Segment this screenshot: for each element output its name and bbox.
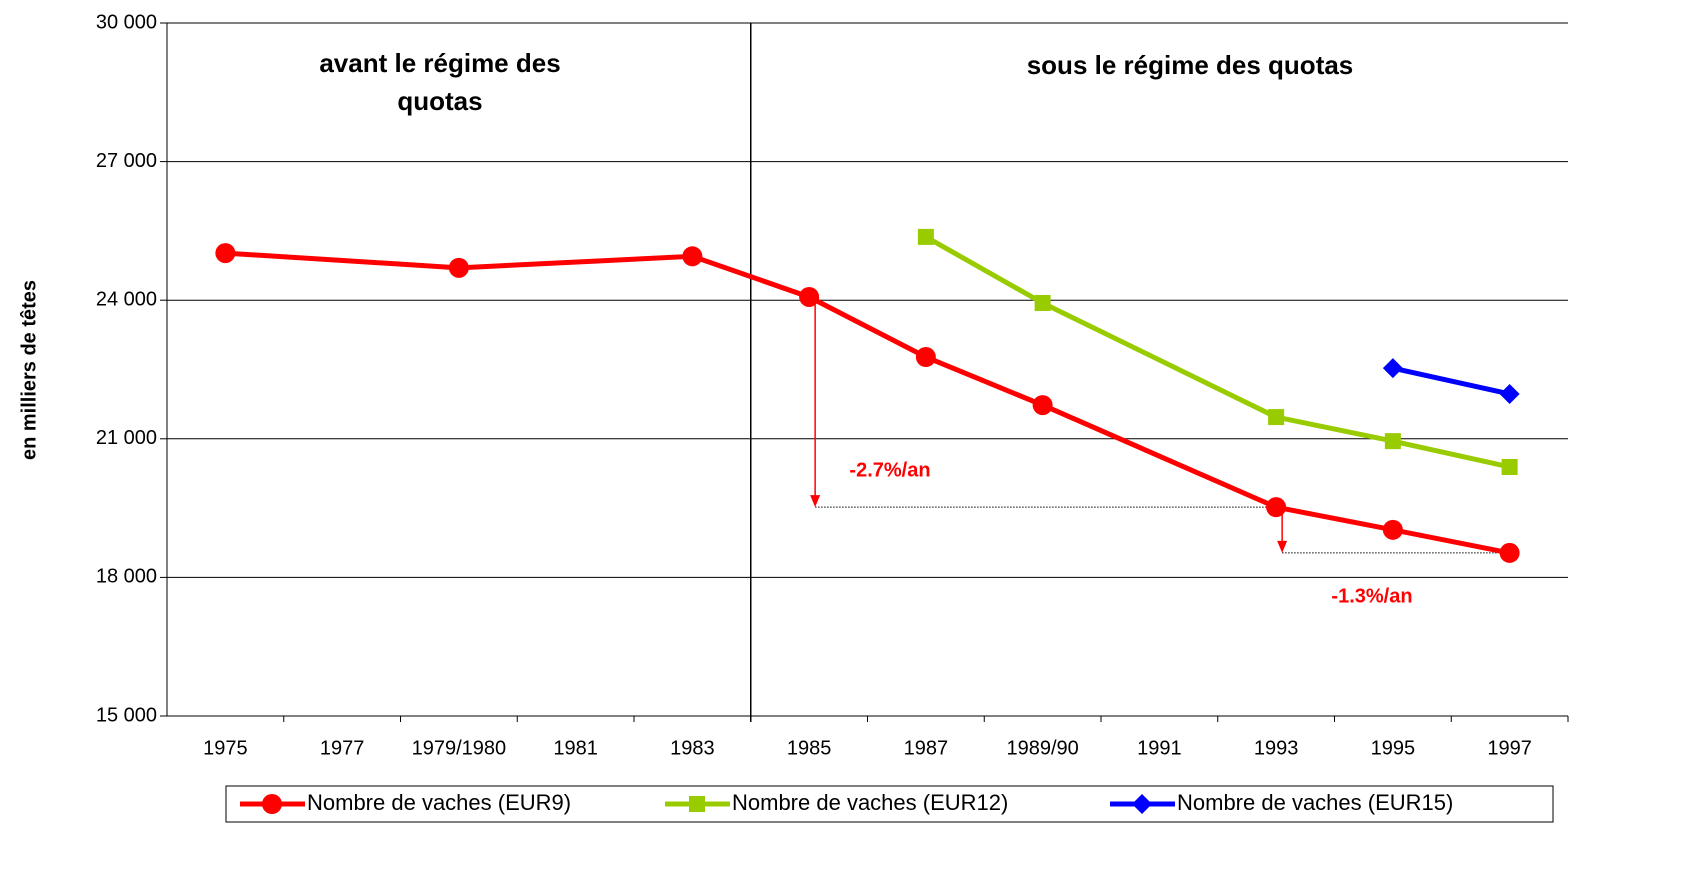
line-segment	[691, 253, 810, 300]
line-segment	[1275, 504, 1394, 533]
y-tick-label: 30 000	[96, 11, 157, 33]
marker	[1268, 409, 1285, 426]
marker	[215, 243, 236, 264]
x-tick-label: 1975	[203, 737, 248, 759]
marker	[262, 794, 282, 814]
marker	[1499, 383, 1520, 404]
annotation: -2.7%/an	[849, 459, 930, 481]
line-segment	[807, 294, 928, 360]
annotation: avant le régime des	[319, 48, 560, 78]
marker	[1382, 519, 1403, 540]
line-segment	[1275, 414, 1394, 444]
line-segment	[924, 234, 1044, 306]
line-segment	[1392, 438, 1511, 470]
x-tick-label: 1989/90	[1006, 737, 1078, 759]
line-segment	[1392, 365, 1511, 397]
annotation: sous le régime des quotas	[1027, 50, 1354, 80]
x-tick-label: 1981	[553, 737, 598, 759]
marker	[917, 228, 934, 245]
line-segment	[1041, 402, 1278, 510]
line-segment	[458, 253, 693, 271]
marker	[1501, 458, 1518, 475]
marker	[1499, 542, 1520, 563]
line-segment	[1041, 300, 1278, 420]
marker	[682, 246, 703, 267]
line-segment	[924, 354, 1044, 408]
marker	[1032, 395, 1053, 416]
y-tick-label: 15 000	[96, 704, 157, 726]
marker	[1382, 358, 1403, 379]
annotation-arrowhead	[810, 495, 821, 508]
x-tick-label: 1987	[904, 737, 949, 759]
y-tick-label: 24 000	[96, 288, 157, 310]
marker	[689, 796, 705, 812]
annotation: -1.3%/an	[1331, 585, 1412, 607]
x-tick-label: 1983	[670, 737, 715, 759]
legend-label: Nombre de vaches (EUR15)	[1177, 790, 1453, 815]
marker	[1132, 794, 1152, 814]
x-tick-label: 1977	[320, 737, 365, 759]
marker	[915, 347, 936, 368]
legend-label: Nombre de vaches (EUR9)	[307, 790, 571, 815]
x-tick-label: 1993	[1254, 737, 1299, 759]
x-tick-label: 1995	[1371, 737, 1416, 759]
marker	[448, 257, 469, 278]
y-tick-label: 21 000	[96, 427, 157, 449]
x-tick-label: 1979/1980	[412, 737, 507, 759]
marker	[1034, 294, 1051, 311]
x-tick-label: 1985	[787, 737, 832, 759]
line-segment	[1392, 527, 1511, 556]
x-tick-label: 1997	[1487, 737, 1532, 759]
line-segment	[225, 250, 460, 271]
y-tick-label: 18 000	[96, 566, 157, 588]
marker	[1384, 433, 1401, 450]
y-tick-label: 27 000	[96, 150, 157, 172]
annotation-arrowhead	[1277, 540, 1288, 553]
annotation: quotas	[397, 86, 482, 116]
y-axis-label: en milliers de têtes	[18, 280, 40, 460]
legend-box	[225, 785, 1554, 823]
legend-label: Nombre de vaches (EUR12)	[732, 790, 1008, 815]
marker	[1266, 497, 1287, 518]
marker	[799, 286, 820, 307]
x-tick-label: 1991	[1137, 737, 1182, 759]
